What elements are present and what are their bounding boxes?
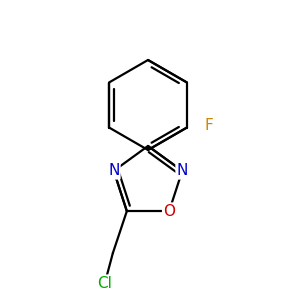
- Text: Cl: Cl: [98, 276, 112, 291]
- Text: N: N: [108, 164, 119, 178]
- Text: O: O: [163, 204, 175, 219]
- Text: F: F: [205, 118, 213, 133]
- Text: N: N: [177, 164, 188, 178]
